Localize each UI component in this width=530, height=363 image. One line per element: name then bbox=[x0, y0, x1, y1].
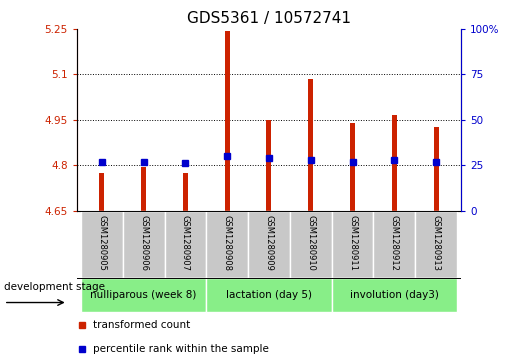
Bar bbox=[267, 120, 271, 211]
Bar bbox=[141, 167, 146, 211]
Bar bbox=[100, 173, 104, 211]
Text: GSM1280911: GSM1280911 bbox=[348, 215, 357, 271]
Bar bbox=[183, 173, 188, 211]
Bar bbox=[248, 211, 290, 278]
Text: GSM1280905: GSM1280905 bbox=[98, 215, 107, 271]
Bar bbox=[290, 211, 332, 278]
Title: GDS5361 / 10572741: GDS5361 / 10572741 bbox=[187, 12, 351, 26]
Bar bbox=[415, 211, 457, 278]
Text: percentile rank within the sample: percentile rank within the sample bbox=[93, 344, 269, 354]
Bar bbox=[81, 211, 123, 278]
Bar bbox=[434, 127, 438, 211]
Bar bbox=[374, 211, 415, 278]
Bar bbox=[308, 79, 313, 211]
Bar bbox=[206, 278, 332, 312]
Text: GSM1280913: GSM1280913 bbox=[431, 215, 440, 271]
Text: GSM1280906: GSM1280906 bbox=[139, 215, 148, 271]
Text: development stage: development stage bbox=[4, 282, 105, 292]
Bar bbox=[123, 211, 164, 278]
Text: GSM1280908: GSM1280908 bbox=[223, 215, 232, 271]
Text: GSM1280907: GSM1280907 bbox=[181, 215, 190, 271]
Bar bbox=[332, 211, 374, 278]
Text: lactation (day 5): lactation (day 5) bbox=[226, 290, 312, 300]
Text: GSM1280912: GSM1280912 bbox=[390, 215, 399, 271]
Bar bbox=[332, 278, 457, 312]
Bar bbox=[164, 211, 206, 278]
Text: involution (day3): involution (day3) bbox=[350, 290, 439, 300]
Bar bbox=[350, 123, 355, 211]
Bar bbox=[81, 278, 206, 312]
Text: GSM1280910: GSM1280910 bbox=[306, 215, 315, 271]
Bar bbox=[206, 211, 248, 278]
Bar bbox=[225, 30, 229, 211]
Text: transformed count: transformed count bbox=[93, 321, 190, 330]
Text: GSM1280909: GSM1280909 bbox=[264, 215, 273, 271]
Bar bbox=[392, 115, 397, 211]
Text: nulliparous (week 8): nulliparous (week 8) bbox=[91, 290, 197, 300]
